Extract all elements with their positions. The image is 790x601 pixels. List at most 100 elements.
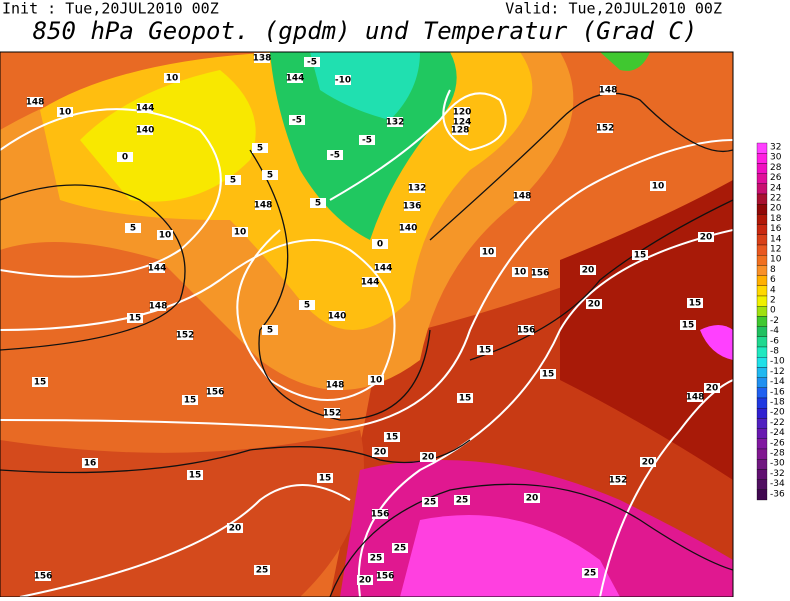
contour-label: 16 [84,459,97,469]
contour-label: -5 [307,58,317,68]
colorbar-label: -26 [770,438,785,448]
colorbar-label: 14 [770,234,782,244]
colorbar-swatch [756,306,768,317]
colorbar-swatch [756,214,768,225]
colorbar-label: 10 [770,255,782,265]
contour-label-bg [182,395,198,405]
contour-label-bg [327,150,343,160]
contour-label: -5 [362,136,372,146]
contour-label-bg [422,497,438,507]
colorbar-swatch [756,255,768,266]
contour-label-bg [597,123,613,133]
colorbar-label: 12 [770,245,781,255]
contour-label: 20 [588,300,601,310]
colorbar-label: 30 [770,153,782,163]
contour-label-bg [452,125,468,135]
contour-label-bg [225,175,241,185]
contour-label-bg [384,432,400,442]
contour-label: 20 [359,576,372,586]
contour-label: -5 [292,116,302,126]
contour-label: 15 [319,474,332,484]
contour-label-bg [254,565,270,575]
colorbar-swatch [756,234,768,246]
contour-label-bg [187,470,203,480]
contour-label: 5 [315,199,321,209]
colorbar-label: -18 [770,398,785,408]
contour-label-bg [287,73,303,83]
colorbar-swatch [756,142,768,154]
colorbar-swatch [756,275,768,286]
contour-label-bg [375,263,391,273]
contour-label-bg [327,380,343,390]
contour-label: 15 [634,251,647,261]
contour-label: 5 [257,144,263,154]
contour-label-bg [377,571,393,581]
contour-label-bg [317,473,333,483]
contour-label: 15 [459,394,472,404]
colorbar-label: -36 [770,489,785,499]
valid-time: Valid: Tue,20JUL2010 00Z [505,0,722,18]
contour-label: 140 [136,126,155,136]
contour-label-bg [137,103,153,113]
colorbar-swatch [756,153,768,164]
init-time: Init : Tue,20JUL2010 00Z [2,0,219,18]
colorbar-label: -14 [770,377,785,387]
contour-label-bg [704,383,720,393]
contour-label: 148 [599,86,618,96]
colorbar-label: 32 [770,143,781,153]
contour-label: 148 [254,201,273,211]
colorbar-label: -16 [770,387,785,397]
contour-label-bg [232,227,248,237]
contour-label: 10 [652,182,665,192]
contour-label-bg [329,311,345,321]
colorbar-label: 28 [770,163,782,173]
colorbar-swatch [756,224,768,235]
colorbar-swatch [756,265,768,276]
colorbar-label: -4 [770,326,779,336]
colorbar-swatch [756,244,768,256]
contour-label: 128 [451,126,470,136]
contour-label: 15 [129,314,142,324]
contour-label: 120 [453,108,472,118]
contour-label: 15 [542,370,555,380]
contour-label: 5 [267,171,273,181]
colorbar-label: -24 [770,428,785,438]
contour-label-bg [680,320,696,330]
contour-label-bg [362,277,378,287]
colorbar-swatch [756,285,768,297]
contour-label-bg [477,345,493,355]
contour-label: 132 [386,118,405,128]
colorbar-label: -12 [770,367,785,377]
contour-label: 156 [376,572,395,582]
colorbar-swatch [756,418,768,429]
contour-label-bg [372,447,388,457]
contour-label: 5 [130,224,136,234]
contour-label: 144 [286,74,305,84]
contour-label-bg [400,223,416,233]
contour-label-bg [687,298,703,308]
contour-label-bg [640,457,656,467]
colorbar-label: -6 [770,336,779,346]
contour-label: 20 [642,458,655,468]
contour-label: 148 [686,393,705,403]
contour-label: 144 [361,278,380,288]
contour-label-bg [254,53,270,63]
contour-label: 144 [136,104,155,114]
contour-label-bg [304,57,320,67]
contour-label: 20 [422,453,435,463]
colorbar-label: 0 [770,306,776,316]
contour-label: 152 [176,331,195,341]
contour-label: 148 [149,302,168,312]
colorbar-label: -34 [770,479,785,489]
contour-label: 10 [166,74,179,84]
colorbar-label: -20 [770,408,785,418]
colorbar-swatch [756,163,768,174]
contour-label: 138 [253,54,272,64]
contour-label: 10 [482,248,495,258]
contour-label: 144 [148,264,167,274]
contour-label-bg [57,107,73,117]
contour-label: 156 [371,510,390,520]
contour-label: 10 [234,228,247,238]
colorbar-label: 4 [770,285,776,295]
contour-label-bg [372,509,388,519]
